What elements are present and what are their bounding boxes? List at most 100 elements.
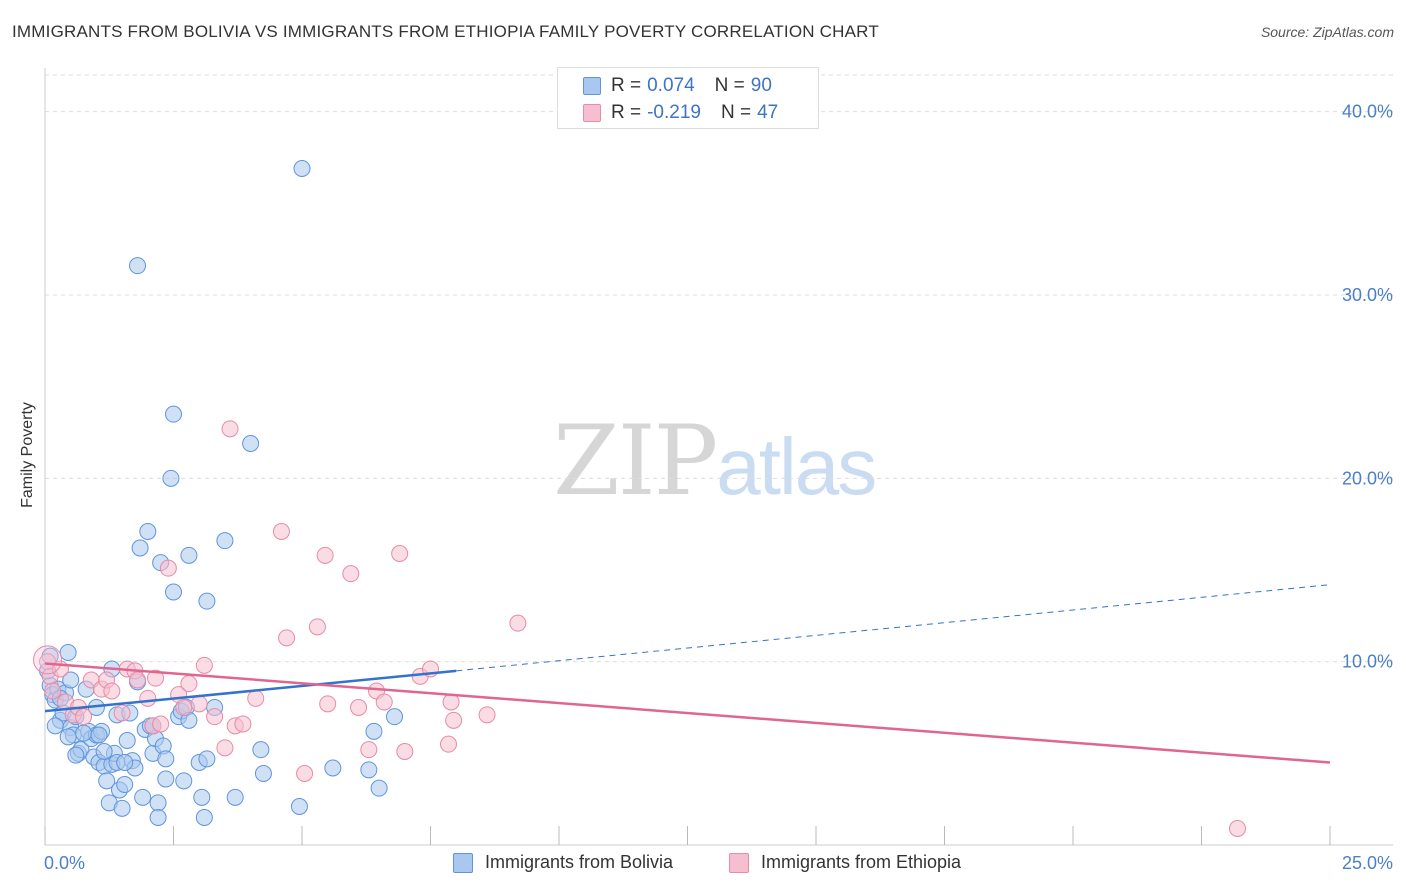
ethiopia-point xyxy=(33,645,63,675)
bolivia-point xyxy=(118,732,136,749)
bolivia-point xyxy=(131,539,149,557)
legend-n-label: N = xyxy=(714,75,745,96)
legend-r-value: -0.219 xyxy=(647,102,701,123)
ethiopia-point xyxy=(113,704,131,722)
bolivia-point xyxy=(59,644,77,661)
ethiopia-trend-line xyxy=(44,662,1331,764)
ethiopia-point xyxy=(159,559,177,577)
x-tick-label: 0.0% xyxy=(44,853,85,873)
ethiopia-point xyxy=(221,420,239,438)
bolivia-point xyxy=(180,546,198,564)
series-label-ethiopia: Immigrants from Ethiopia xyxy=(761,852,962,872)
ethiopia-point xyxy=(439,735,457,753)
tick-labels: 10.0% 20.0% 30.0% 40.0% 0.0% 25.0% xyxy=(44,102,1393,873)
series-legend-bolivia: Immigrants from Bolivia xyxy=(453,852,673,873)
ethiopia-point xyxy=(342,565,360,583)
ethiopia-point xyxy=(509,614,527,632)
bolivia-point xyxy=(129,257,147,275)
legend-r-label: R = xyxy=(611,102,642,123)
ethiopia-points xyxy=(33,420,1246,837)
ethiopia-point xyxy=(278,629,296,647)
bolivia-point xyxy=(90,726,108,744)
legend-swatch-ethiopia xyxy=(583,104,601,122)
legend-r-label: R = xyxy=(611,75,642,96)
bolivia-point xyxy=(370,779,388,797)
bolivia-point xyxy=(365,722,383,740)
ethiopia-point xyxy=(152,715,170,733)
bolivia-point xyxy=(386,708,404,726)
bolivia-point xyxy=(98,772,116,790)
ethiopia-point xyxy=(175,699,193,716)
ethiopia-point xyxy=(396,743,414,760)
bolivia-points xyxy=(39,160,404,826)
chart-title: IMMIGRANTS FROM BOLIVIA VS IMMIGRANTS FR… xyxy=(12,22,879,41)
bolivia-point xyxy=(149,809,167,826)
bolivia-point xyxy=(95,743,113,760)
bolivia-point xyxy=(252,741,270,759)
bolivia-point xyxy=(254,765,272,782)
bolivia-trend-line xyxy=(44,669,457,713)
ethiopia-point xyxy=(216,739,234,757)
ethiopia-point xyxy=(478,706,496,724)
series-legend-ethiopia: Immigrants from Ethiopia xyxy=(729,852,961,873)
bolivia-point xyxy=(46,717,64,735)
ethiopia-point xyxy=(129,671,147,689)
axes xyxy=(44,68,1393,846)
bolivia-point xyxy=(116,754,134,771)
bolivia-point xyxy=(175,772,193,790)
bolivia-point xyxy=(62,671,80,689)
ethiopia-point xyxy=(190,695,208,713)
ethiopia-point xyxy=(103,682,121,700)
grid-lines xyxy=(45,74,1393,663)
legend-n-value: 47 xyxy=(757,102,779,123)
bolivia-point xyxy=(216,532,234,550)
bolivia-point xyxy=(226,788,244,806)
bolivia-point xyxy=(67,746,85,764)
bolivia-trend-extension xyxy=(456,584,1331,672)
legend-r-value: 0.074 xyxy=(647,75,695,96)
series-label-bolivia: Immigrants from Bolivia xyxy=(485,852,674,872)
bolivia-point xyxy=(324,759,342,777)
ethiopia-point xyxy=(139,689,157,707)
bolivia-point xyxy=(139,523,157,540)
series-swatch-bolivia xyxy=(453,852,473,873)
ethiopia-point xyxy=(272,523,290,540)
bolivia-point xyxy=(157,770,175,788)
ethiopia-point xyxy=(44,682,62,700)
ethiopia-point xyxy=(180,675,198,693)
y-tick-label: 30.0% xyxy=(1342,285,1393,305)
series-legend: Immigrants from Bolivia Immigrants from … xyxy=(0,852,1406,878)
correlation-legend: R = 0.074 N = 90 R = -0.219 N = 47 xyxy=(557,67,819,129)
legend-n-label: N = xyxy=(720,102,752,123)
bolivia-point xyxy=(149,794,167,812)
legend-n-value: 90 xyxy=(750,75,772,96)
bolivia-point xyxy=(75,724,93,742)
ethiopia-point xyxy=(1228,820,1246,837)
ethiopia-point xyxy=(247,689,265,707)
bolivia-point xyxy=(193,788,211,806)
watermark: ZIPatlas xyxy=(553,405,877,517)
ethiopia-point xyxy=(147,669,165,687)
source-label: Source: ZipAtlas.com xyxy=(1260,24,1394,40)
ethiopia-point xyxy=(360,741,378,759)
ethiopia-point xyxy=(319,695,337,713)
bolivia-point xyxy=(290,798,308,815)
ethiopia-point xyxy=(75,708,93,726)
ethiopia-point xyxy=(391,545,409,562)
y-tick-label: 10.0% xyxy=(1342,652,1393,672)
bolivia-point xyxy=(195,809,213,826)
ethiopia-point xyxy=(316,546,334,564)
bolivia-point xyxy=(59,728,77,746)
bolivia-point xyxy=(165,405,182,423)
bolivia-point xyxy=(162,469,180,487)
y-tick-label: 20.0% xyxy=(1342,468,1393,488)
bolivia-point xyxy=(293,160,311,177)
bolivia-point xyxy=(116,776,134,793)
bolivia-point xyxy=(360,761,378,779)
ethiopia-point xyxy=(308,618,326,636)
watermark-zip: ZIP xyxy=(553,405,718,517)
bolivia-point xyxy=(113,799,131,817)
ethiopia-point xyxy=(195,656,213,674)
series-swatch-ethiopia xyxy=(729,852,749,873)
